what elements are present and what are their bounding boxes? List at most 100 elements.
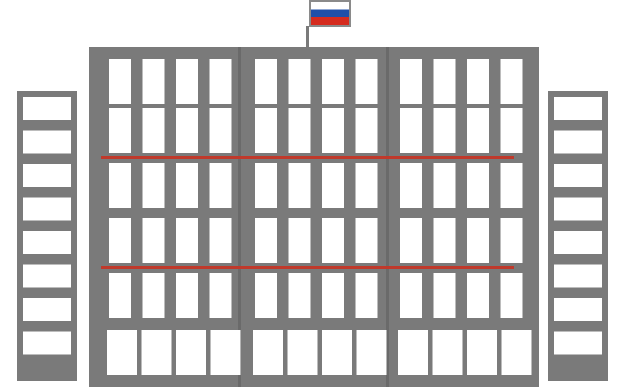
- window: [142, 218, 165, 263]
- window: [500, 108, 523, 153]
- ground-floor-window: [253, 330, 283, 375]
- window: [400, 218, 422, 263]
- window: [109, 59, 131, 104]
- window: [400, 108, 422, 153]
- window: [433, 218, 456, 263]
- right-wing-window: [554, 298, 602, 321]
- window: [322, 163, 344, 208]
- right-wing-window: [554, 331, 602, 355]
- ground-floor-window: [141, 330, 172, 375]
- window: [500, 163, 523, 208]
- left-wing: [17, 91, 77, 381]
- window: [500, 273, 523, 318]
- window: [355, 218, 378, 263]
- window: [209, 273, 232, 318]
- ground-floor-window: [107, 330, 137, 375]
- pilaster: [238, 47, 241, 387]
- left-wing-window: [23, 97, 71, 120]
- window: [176, 218, 198, 263]
- ground-floor-window: [432, 330, 463, 375]
- right-wing: [548, 91, 608, 381]
- window: [255, 218, 277, 263]
- window: [433, 273, 456, 318]
- window: [467, 59, 489, 104]
- ground-floor-window: [398, 330, 428, 375]
- ground-floor-window: [501, 330, 532, 375]
- window: [255, 108, 277, 153]
- window: [209, 218, 232, 263]
- ground-floor-window: [322, 330, 352, 375]
- right-wing-window: [554, 97, 602, 120]
- window: [467, 108, 489, 153]
- window: [355, 59, 378, 104]
- window: [322, 218, 344, 263]
- window: [400, 273, 422, 318]
- ground-floor-window: [210, 330, 241, 375]
- right-wing-window: [554, 264, 602, 288]
- flag-stripe-red: [311, 17, 349, 25]
- left-wing-window: [23, 231, 71, 254]
- window: [467, 218, 489, 263]
- flagpole: [306, 26, 309, 50]
- window: [176, 59, 198, 104]
- left-wing-window: [23, 264, 71, 288]
- ground-floor-window: [287, 330, 318, 375]
- window: [322, 108, 344, 153]
- window: [288, 163, 311, 208]
- window: [176, 163, 198, 208]
- window: [355, 163, 378, 208]
- floor-lines: [101, 156, 514, 269]
- right-wing-window: [554, 130, 602, 154]
- window: [176, 273, 198, 318]
- window: [109, 273, 131, 318]
- window: [288, 108, 311, 153]
- left-wing-window: [23, 298, 71, 321]
- window: [109, 218, 131, 263]
- window: [142, 163, 165, 208]
- window: [433, 108, 456, 153]
- ground-floor-window: [356, 330, 387, 375]
- window: [433, 163, 456, 208]
- window: [400, 59, 422, 104]
- main-building: [89, 47, 539, 387]
- window: [500, 59, 523, 104]
- window: [500, 218, 523, 263]
- window: [433, 59, 456, 104]
- pilaster: [386, 47, 389, 387]
- window: [209, 163, 232, 208]
- window: [209, 108, 232, 153]
- window: [467, 163, 489, 208]
- left-wing-window: [23, 164, 71, 187]
- right-wing-window: [554, 197, 602, 221]
- floor-line: [101, 266, 514, 269]
- window: [142, 59, 165, 104]
- window: [255, 163, 277, 208]
- left-wing-window: [23, 197, 71, 221]
- window: [355, 273, 378, 318]
- window: [176, 108, 198, 153]
- flag-stripe-blue: [311, 9, 349, 17]
- flag-stripe-white: [311, 2, 349, 10]
- window: [322, 59, 344, 104]
- window: [255, 59, 277, 104]
- left-wing-window: [23, 331, 71, 355]
- left-wing-window: [23, 130, 71, 154]
- window: [109, 108, 131, 153]
- window: [109, 163, 131, 208]
- flag-icon: [306, 0, 351, 50]
- window: [467, 273, 489, 318]
- window: [355, 108, 378, 153]
- window: [255, 273, 277, 318]
- right-wing-window: [554, 164, 602, 187]
- window: [209, 59, 232, 104]
- window: [288, 273, 311, 318]
- window: [142, 108, 165, 153]
- floor-line: [101, 156, 514, 159]
- window: [400, 163, 422, 208]
- window: [322, 273, 344, 318]
- right-wing-window: [554, 231, 602, 254]
- ground-floor-window: [176, 330, 206, 375]
- ground-floor-window: [467, 330, 497, 375]
- window: [288, 218, 311, 263]
